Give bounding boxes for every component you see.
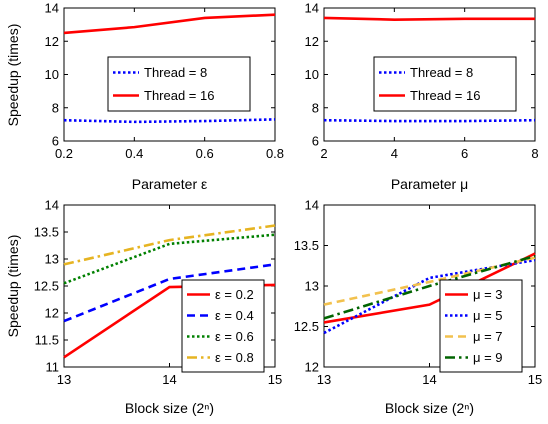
x-tick-label: 15 xyxy=(268,372,282,387)
legend: Thread = 8 Thread = 16 xyxy=(373,56,517,112)
y-tick-label: 12 xyxy=(305,360,319,375)
series-line-1 xyxy=(323,252,536,324)
series-line-3 xyxy=(323,256,536,306)
legend: Thread = 8 Thread = 16 xyxy=(107,56,251,112)
series-line-2 xyxy=(63,13,276,35)
y-tick-label: 10 xyxy=(305,67,319,82)
y-tick-label: 6 xyxy=(52,134,59,149)
legend-box xyxy=(373,56,517,112)
y-tick-label: 12.5 xyxy=(294,319,319,334)
y-tick-label: 6 xyxy=(312,134,319,149)
legend-label: Thread = 8 xyxy=(410,65,473,80)
x-tick-label: 14 xyxy=(162,372,176,387)
legend-label: Thread = 16 xyxy=(410,88,480,103)
y-tick-label: 13 xyxy=(305,279,319,294)
y-tick-label: 13.5 xyxy=(34,225,59,240)
x-tick-label: 13 xyxy=(57,372,71,387)
y-tick-label: 10 xyxy=(45,67,59,82)
x-axis-label: Block size (2ⁿ) xyxy=(125,400,214,416)
series-line-2 xyxy=(63,263,276,323)
x-tick-label: 8 xyxy=(531,146,538,161)
series-line-1 xyxy=(63,118,276,124)
legend-label: μ = 5 xyxy=(473,308,503,323)
x-tick-label: 0.4 xyxy=(125,146,143,161)
legend-label: μ = 3 xyxy=(473,287,503,302)
y-tick-label: 14 xyxy=(45,1,59,16)
series-line-4 xyxy=(63,224,276,266)
x-tick-label: 13 xyxy=(317,372,331,387)
y-tick-label: 13.5 xyxy=(294,238,319,253)
legend: μ = 3 μ = 5 μ = 7 μ = 9 xyxy=(439,279,523,373)
y-axis-label: Speedup (times) xyxy=(5,24,21,127)
series-line-4 xyxy=(323,254,536,320)
legend-box xyxy=(107,56,251,112)
series-line-2 xyxy=(323,16,535,21)
legend-label: ε = 0.2 xyxy=(215,287,254,302)
y-tick-label: 12 xyxy=(45,306,59,321)
y-tick-label: 12 xyxy=(305,34,319,49)
y-tick-label: 12 xyxy=(45,34,59,49)
legend-label: Thread = 8 xyxy=(144,65,207,80)
legend-label: ε = 0.6 xyxy=(215,329,254,344)
legend-label: Thread = 16 xyxy=(144,88,214,103)
y-tick-label: 14 xyxy=(45,198,59,213)
x-tick-label: 14 xyxy=(422,372,436,387)
series-line-1 xyxy=(323,118,536,123)
x-tick-label: 0.8 xyxy=(266,146,284,161)
legend-label: ε = 0.4 xyxy=(215,308,254,323)
x-axis-label: Parameter μ xyxy=(391,176,468,192)
y-tick-label: 8 xyxy=(312,100,319,115)
x-tick-label: 15 xyxy=(528,372,542,387)
chart-br: 13 14 15 12 12.5 13 13.5 14 Block size (2ⁿ) μ = 3… xyxy=(294,198,543,417)
x-axis-label: Parameter ε xyxy=(132,176,208,192)
x-tick-label: 6 xyxy=(461,146,468,161)
x-tick-label: 4 xyxy=(391,146,398,161)
x-axis-label: Block size (2ⁿ) xyxy=(385,400,474,416)
chart-tl: 0.2 0.4 0.6 0.8 6 8 10 12 14 Parameter ε Speedup (… xyxy=(5,1,284,193)
legend-label: ε = 0.8 xyxy=(215,350,254,365)
series-line-2 xyxy=(323,258,536,335)
y-tick-label: 12.5 xyxy=(34,279,59,294)
legend-label: μ = 9 xyxy=(473,350,503,365)
chart-bl: 13 14 15 11 11.5 12 12.5 13 13.5 14 Block size (2ⁿ… xyxy=(5,198,282,417)
y-tick-label: 14 xyxy=(305,1,319,16)
y-axis-label: Speedup (times) xyxy=(5,235,21,338)
x-tick-label: 0.2 xyxy=(55,146,73,161)
x-tick-label: 2 xyxy=(320,146,327,161)
x-tick-label: 0.6 xyxy=(196,146,214,161)
y-tick-label: 14 xyxy=(305,198,319,213)
y-tick-label: 11.5 xyxy=(35,333,59,348)
legend-label: μ = 7 xyxy=(473,329,503,344)
y-tick-label: 8 xyxy=(52,100,59,115)
y-tick-label: 11 xyxy=(46,360,60,375)
y-tick-label: 13 xyxy=(45,252,59,267)
legend: ε = 0.2 ε = 0.4 ε = 0.6 ε = 0.8 xyxy=(181,279,265,373)
